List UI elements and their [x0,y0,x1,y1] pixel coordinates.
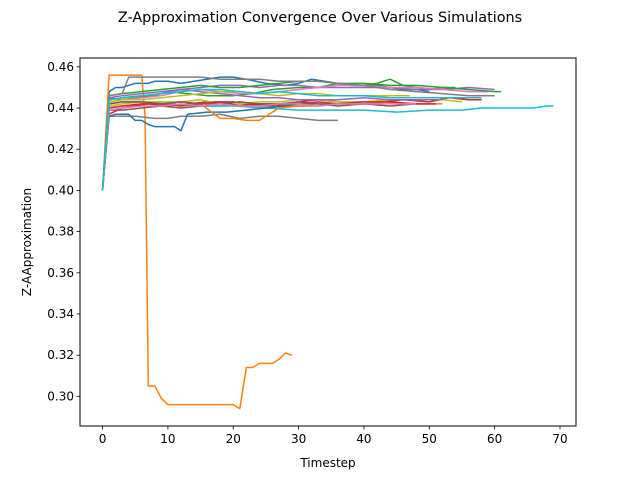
x-tick-label: 10 [160,432,175,446]
series-line-8 [101,113,338,191]
series-line-15 [101,88,443,191]
x-tick-label: 20 [226,432,241,446]
series-line-13 [101,80,502,191]
x-tick-label: 70 [552,432,567,446]
y-tick-label: 0.34 [47,307,74,321]
chart-title: Z-Approximation Convergence Over Various… [118,10,522,26]
x-tick-label: 60 [487,432,502,446]
y-tick-label: 0.30 [47,389,74,403]
y-tick-label: 0.42 [47,142,74,156]
series-line-9 [101,99,463,191]
series-line-10 [101,101,554,191]
x-axis: 0 10 20 30 40 50 60 70 [99,426,568,446]
series-line-2 [101,74,293,410]
series-line-16 [101,101,384,191]
x-tick-label: 0 [99,432,107,446]
series-group [101,74,554,410]
series-line-4 [101,96,482,191]
y-axis-label: Z-AApproximation [20,188,34,296]
series-line-11 [101,105,306,191]
y-tick-label: 0.46 [47,60,74,74]
series-line-20 [101,88,482,191]
y-tick-label: 0.36 [47,266,74,280]
y-tick-label: 0.40 [47,183,74,197]
y-tick-label: 0.32 [47,348,74,362]
y-axis: 0.30 0.32 0.34 0.36 0.38 0.40 0.42 0.44 0.46 [47,60,80,403]
x-axis-label: Timestep [299,456,355,470]
series-line-14 [101,101,436,191]
axes-frame [79,57,577,427]
y-tick-label: 0.38 [47,225,74,239]
y-tick-label: 0.44 [47,101,74,115]
plot-area [79,57,577,427]
series-line-17 [101,103,417,191]
series-line-18 [101,76,495,191]
x-tick-label: 30 [291,432,306,446]
x-tick-label: 50 [422,432,437,446]
series-line-12 [101,101,443,191]
x-tick-label: 40 [356,432,371,446]
